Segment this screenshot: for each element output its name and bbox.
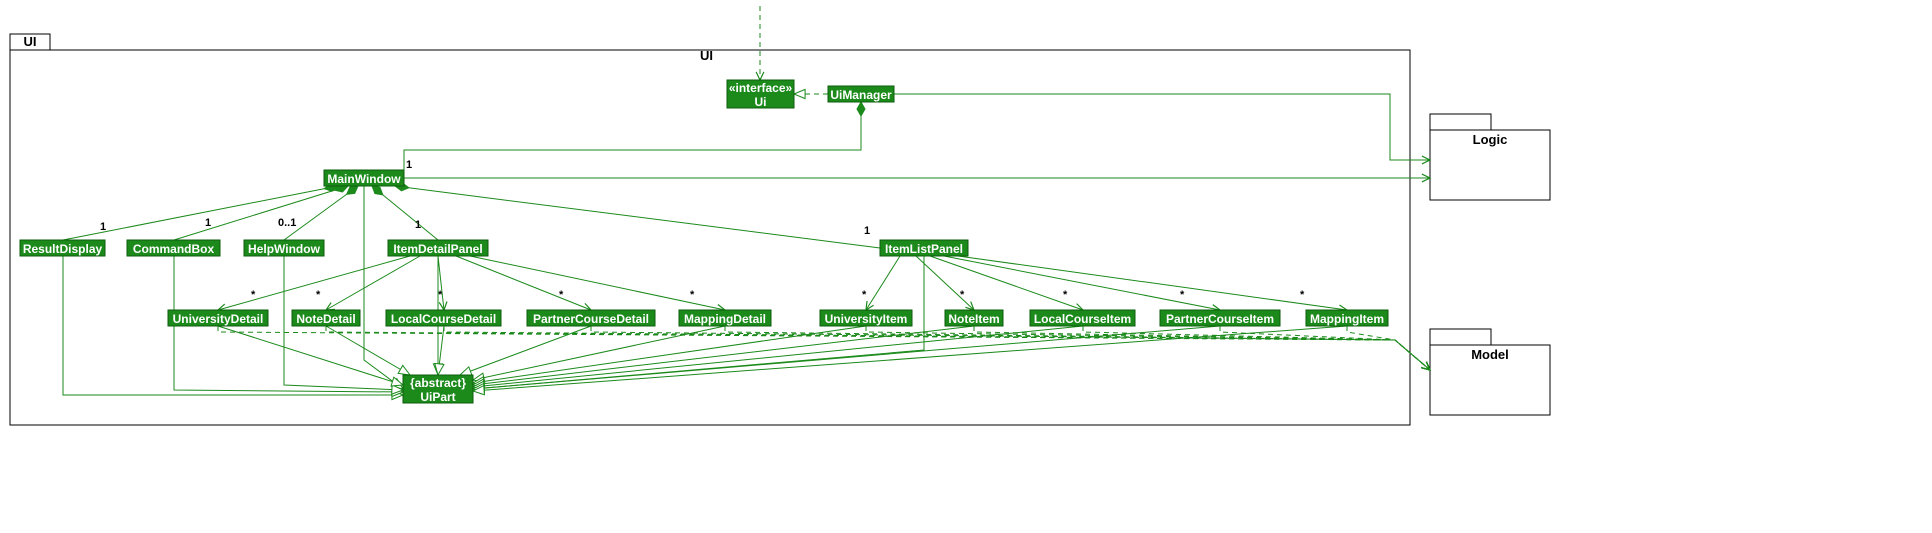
node-idpanel: ItemDetailPanel: [388, 240, 488, 256]
node-mapitm: MappingItem: [1306, 310, 1388, 326]
multiplicity: 1: [415, 219, 421, 231]
multiplicity: 1: [100, 221, 106, 233]
multiplicity: *: [690, 289, 695, 301]
node-uimgr: UiManager: [828, 86, 894, 102]
multiplicity: 1: [205, 217, 211, 229]
node-notedet: NoteDetail: [292, 310, 360, 326]
multiplicity: *: [1180, 289, 1185, 301]
node-ui_if-label-0: «interface»: [729, 81, 793, 95]
node-mainwin: MainWindow: [324, 170, 404, 186]
package-ui: UI: [10, 34, 1410, 425]
node-idpanel-label-0: ItemDetailPanel: [393, 242, 482, 256]
multiplicity: 0..1: [278, 217, 296, 229]
node-ilpanel: ItemListPanel: [880, 240, 968, 256]
node-locitm: LocalCourseItem: [1030, 310, 1135, 326]
multiplicity: *: [559, 289, 564, 301]
package-ui-title: UI: [24, 34, 37, 49]
node-partdet: PartnerCourseDetail: [527, 310, 655, 326]
node-locitm-label-0: LocalCourseItem: [1034, 312, 1131, 326]
uml-diagram: UI Logic Model UI 1 1 1 0..1 1 1 * * * * * * * * * * «interf…: [0, 0, 1932, 533]
node-helpwin: HelpWindow: [244, 240, 324, 256]
node-noteitm-label-0: NoteItem: [948, 312, 999, 326]
node-locdet: LocalCourseDetail: [386, 310, 501, 326]
node-cmdbox: CommandBox: [127, 240, 220, 256]
node-uipart-label-1: UiPart: [420, 390, 455, 404]
node-partitm-label-0: PartnerCourseItem: [1166, 312, 1274, 326]
node-ui_if: «interface»Ui: [727, 80, 794, 109]
node-mainwin-label-0: MainWindow: [327, 172, 401, 186]
node-ilpanel-label-0: ItemListPanel: [885, 242, 963, 256]
node-result: ResultDisplay: [20, 240, 105, 256]
multiplicity: *: [251, 289, 256, 301]
node-cmdbox-label-0: CommandBox: [133, 242, 215, 256]
node-uniitm: UniversityItem: [820, 310, 912, 326]
multiplicity: *: [862, 289, 867, 301]
node-notedet-label-0: NoteDetail: [296, 312, 355, 326]
node-result-label-0: ResultDisplay: [23, 242, 103, 256]
package-ui-label: UI: [700, 48, 713, 63]
node-noteitm: NoteItem: [945, 310, 1003, 326]
multiplicity: 1: [864, 225, 870, 237]
node-partdet-label-0: PartnerCourseDetail: [533, 312, 649, 326]
multiplicity: *: [316, 289, 321, 301]
node-unidet: UniversityDetail: [168, 310, 268, 326]
node-unidet-label-0: UniversityDetail: [173, 312, 264, 326]
package-model: Model: [1430, 329, 1550, 415]
node-uniitm-label-0: UniversityItem: [825, 312, 908, 326]
package-logic: Logic: [1430, 114, 1550, 200]
node-locdet-label-0: LocalCourseDetail: [391, 312, 496, 326]
multiplicity: 1: [406, 159, 412, 171]
node-uipart: {abstract}UiPart: [403, 375, 473, 404]
multiplicity: *: [960, 289, 965, 301]
node-mapdet: MappingDetail: [679, 310, 771, 326]
package-model-title: Model: [1471, 347, 1509, 362]
node-mapitm-label-0: MappingItem: [1310, 312, 1384, 326]
node-helpwin-label-0: HelpWindow: [248, 242, 321, 256]
node-partitm: PartnerCourseItem: [1160, 310, 1280, 326]
node-ui_if-label-1: Ui: [755, 95, 767, 109]
node-uimgr-label-0: UiManager: [830, 88, 892, 102]
multiplicity: *: [1300, 289, 1305, 301]
node-uipart-label-0: {abstract}: [410, 376, 466, 390]
multiplicity: *: [438, 289, 443, 301]
package-logic-title: Logic: [1473, 132, 1508, 147]
node-mapdet-label-0: MappingDetail: [684, 312, 766, 326]
multiplicity: *: [1063, 289, 1068, 301]
